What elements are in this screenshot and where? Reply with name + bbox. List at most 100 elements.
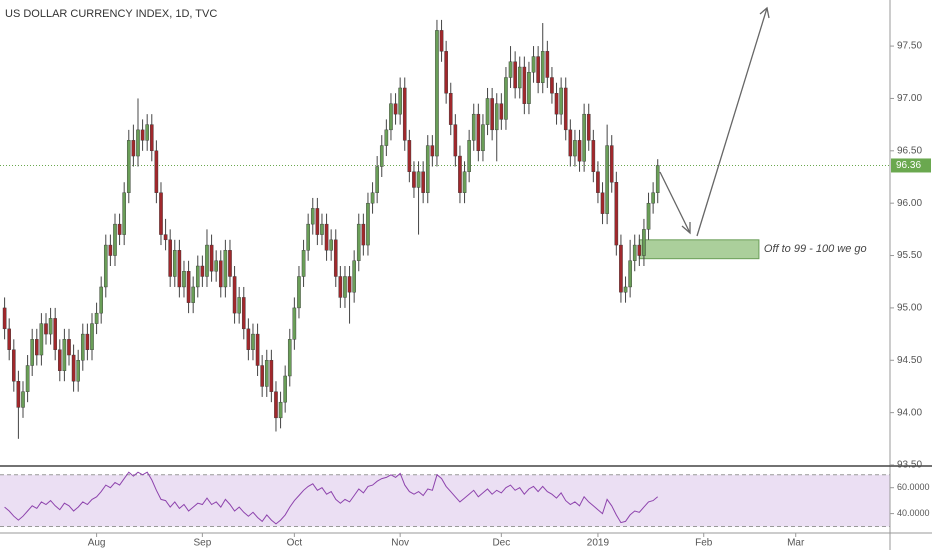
candle-body: [163, 234, 168, 241]
candle-body: [223, 250, 228, 288]
candle-body: [182, 271, 186, 288]
candle-body: [448, 93, 453, 125]
candle-body: [577, 140, 582, 162]
candle-body: [531, 56, 536, 73]
y-tick-label: 97.50: [897, 41, 922, 52]
chart-title: US DOLLAR CURRENCY INDEX, 1D, TVC: [5, 8, 217, 20]
candle-body: [71, 354, 76, 382]
candle-body: [573, 140, 577, 157]
candle-body: [651, 192, 655, 204]
last-price-label: 96.36: [896, 160, 921, 171]
candle-body: [559, 87, 563, 115]
candle-body: [168, 239, 172, 277]
candle-body: [402, 87, 407, 141]
candle-body: [186, 271, 191, 303]
candle-body: [416, 171, 421, 188]
candle-body: [241, 297, 246, 330]
candle-body: [90, 323, 94, 350]
candle-body: [214, 260, 218, 272]
candle-body: [16, 381, 21, 408]
candle-body: [453, 124, 458, 157]
y-tick-label: 93.50: [897, 460, 922, 471]
candle-body: [274, 391, 278, 419]
annotation: Off to 99 - 100 we go: [764, 243, 867, 255]
candle-body: [347, 276, 352, 293]
candle-body: [21, 391, 25, 408]
candle-body: [389, 103, 393, 131]
candle-body: [527, 72, 531, 104]
arrow: [696, 7, 768, 237]
candle-body: [126, 140, 131, 193]
candle-body: [25, 365, 30, 392]
candle-body: [292, 307, 297, 340]
candle-body: [379, 145, 384, 167]
candle-body: [628, 260, 632, 288]
candle-body: [315, 208, 320, 235]
candle-body: [301, 250, 306, 277]
candle-body: [232, 276, 237, 314]
candle-body: [586, 113, 591, 141]
candle-body: [246, 328, 251, 350]
candle-body: [191, 286, 195, 303]
candle-body: [568, 129, 573, 157]
candle-body: [30, 339, 34, 366]
y-tick-label: 96.50: [897, 145, 922, 156]
candle-body: [435, 30, 439, 157]
candle-body: [205, 244, 209, 277]
candle-body: [7, 328, 11, 350]
x-tick-label: Oct: [287, 538, 303, 549]
candle-body: [306, 223, 310, 251]
y-tick-label: 60.0000: [897, 482, 930, 492]
candle-body: [421, 171, 425, 193]
y-tick-label: 95.50: [897, 250, 922, 261]
candle-body: [356, 223, 361, 261]
candle-body: [287, 339, 292, 377]
candle-body: [338, 276, 343, 298]
x-tick-label: Sep: [193, 538, 211, 549]
x-tick-label: Mar: [787, 538, 805, 549]
candle-body: [655, 165, 660, 193]
arrowhead: [681, 222, 691, 235]
candle-body: [508, 61, 513, 78]
candle-body: [177, 250, 182, 288]
candle-body: [471, 113, 476, 141]
candle-body: [522, 66, 527, 104]
candle-body: [149, 124, 154, 152]
candle-body: [458, 155, 462, 193]
candle-body: [536, 56, 540, 83]
candle-body: [504, 77, 508, 120]
candle-body: [103, 244, 108, 288]
candle-body: [550, 77, 554, 94]
arrows: [659, 6, 770, 237]
candle-body: [57, 349, 62, 371]
candle-body: [76, 360, 80, 382]
candle-body: [283, 375, 287, 403]
candle-body: [494, 103, 499, 131]
candle-body: [39, 323, 44, 356]
x-tick-label: 2019: [587, 538, 610, 549]
candle-body: [2, 307, 7, 330]
candle-body: [117, 223, 122, 235]
candle-body: [44, 323, 48, 335]
arrow: [659, 171, 691, 234]
candle-body: [361, 223, 366, 246]
candle-body: [393, 103, 398, 115]
candle-body: [131, 140, 136, 157]
candle-body: [343, 276, 347, 298]
candle-body: [122, 192, 126, 235]
candle-body: [329, 239, 333, 251]
candle-body: [159, 192, 163, 235]
candle-body: [554, 93, 559, 115]
candle-body: [412, 171, 416, 188]
candle-body: [255, 333, 260, 366]
candle-body: [228, 250, 232, 277]
candle-body: [99, 286, 103, 314]
candle-body: [352, 260, 356, 293]
x-tick-label: Nov: [391, 538, 409, 549]
candle-body: [540, 51, 545, 83]
rsi-band: [0, 474, 890, 527]
candle-body: [34, 339, 39, 356]
candle-body: [481, 124, 485, 152]
